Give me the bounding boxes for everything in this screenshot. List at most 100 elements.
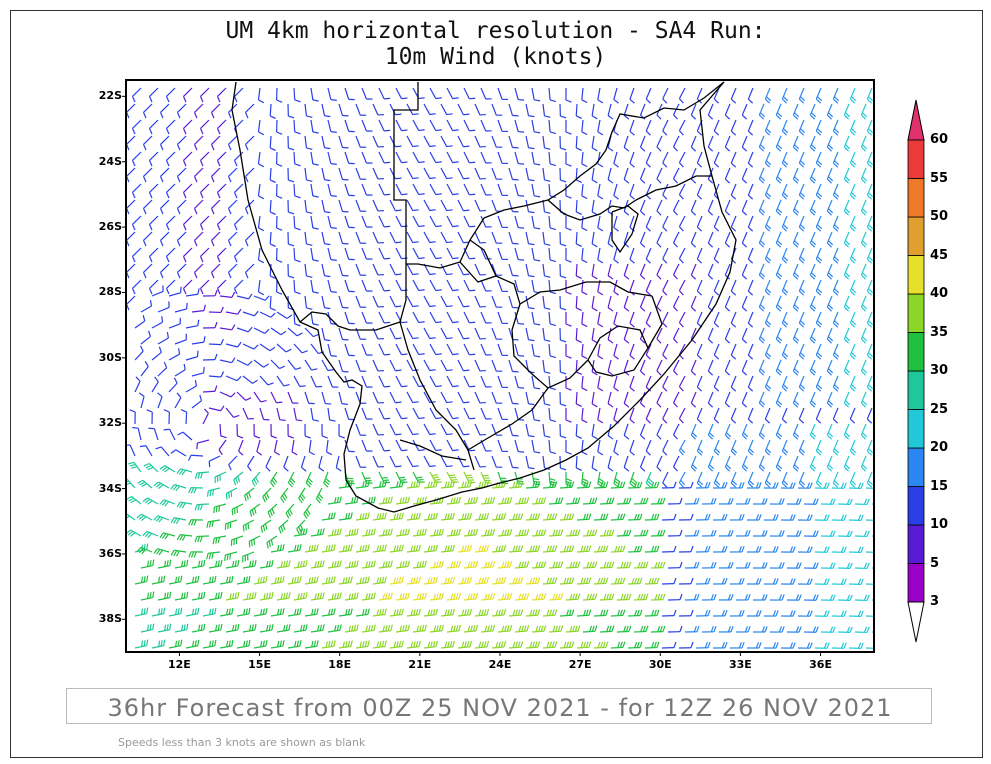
wind-barb [707, 391, 714, 408]
wind-barb [826, 199, 834, 216]
wind-barb [293, 375, 306, 388]
wind-barb [344, 560, 359, 569]
wind-barb [724, 455, 732, 472]
wind-barb [440, 295, 453, 308]
wind-barb [820, 562, 836, 569]
wind-barb [276, 119, 283, 135]
wind-barb [548, 375, 557, 391]
wind-barb [236, 326, 253, 333]
wind-barb [338, 576, 353, 585]
wind-barb [627, 577, 643, 585]
wind-barb [321, 608, 336, 617]
wind-barb [412, 311, 425, 324]
wind-barb [335, 455, 342, 472]
map-title: UM 4km horizontal resolution - SA4 Run: [225, 18, 766, 44]
wind-barb [361, 183, 373, 196]
wind-barb [712, 482, 728, 489]
wind-barb [814, 642, 830, 649]
wind-barb [508, 263, 519, 277]
wind-barb [457, 359, 470, 372]
wind-barb [257, 119, 265, 136]
wind-barb [378, 560, 393, 569]
wind-barb [729, 610, 745, 617]
wind-barb [837, 562, 853, 569]
wind-barb [233, 471, 244, 486]
lat-label: 34S [98, 481, 122, 495]
wind-barb [797, 514, 813, 521]
wind-barb [389, 480, 404, 489]
wind-barb [662, 215, 669, 232]
wind-barb [338, 295, 349, 309]
wind-barb [242, 591, 257, 601]
wind-barb [542, 327, 551, 342]
wind-barb [429, 407, 442, 420]
wind-barb [134, 376, 141, 393]
wind-barb [256, 439, 263, 456]
wind-barb [690, 295, 697, 312]
wind-barb [591, 263, 598, 280]
wind-barb [176, 534, 193, 541]
wind-barb [310, 183, 319, 198]
wind-barb [429, 311, 442, 324]
wind-barb [216, 215, 227, 231]
wind-barb [667, 561, 683, 569]
wind-barb [165, 87, 176, 103]
wind-barb [832, 311, 840, 328]
wind-barb [575, 231, 582, 248]
wind-barb [718, 594, 734, 601]
wind-barb [718, 530, 734, 537]
wind-barb [508, 167, 519, 181]
wind-barb [259, 343, 276, 352]
wind-barb [662, 311, 669, 328]
wind-barb [378, 624, 393, 633]
wind-barb [310, 87, 319, 102]
wind-barb [199, 279, 210, 295]
wind-barb [597, 87, 604, 104]
wind-barb [165, 151, 176, 167]
wind-barb [826, 295, 834, 312]
wind-barb [429, 528, 445, 537]
wind-barb [361, 311, 373, 324]
wind-barb [525, 263, 535, 278]
wind-barb [831, 546, 847, 553]
wind-barb [729, 578, 745, 585]
wind-barb [287, 423, 294, 439]
border-lesotho [587, 325, 649, 377]
border-sa-provinces-4 [467, 387, 549, 451]
lon-label: 12E [168, 658, 191, 671]
wind-barb [769, 498, 785, 505]
wind-barb [565, 529, 581, 537]
wind-barb [752, 562, 768, 569]
figure-frame [10, 10, 983, 758]
wind-barb [713, 215, 720, 232]
wind-barb [151, 376, 159, 393]
wind-barb [361, 471, 373, 484]
wind-barb [798, 119, 806, 136]
wind-barb [243, 487, 255, 502]
wind-barb [559, 481, 575, 489]
wind-barb [701, 561, 717, 569]
wind-barb [639, 263, 646, 280]
wind-barb [344, 119, 355, 133]
wind-barb [639, 455, 646, 472]
wind-barb [176, 468, 193, 476]
wind-barb [338, 391, 348, 405]
wind-barb [780, 482, 796, 489]
wind-barb [474, 391, 486, 404]
wind-barb [786, 530, 802, 537]
wind-barb [713, 471, 721, 488]
wind-barb [440, 327, 453, 340]
wind-barb [741, 103, 748, 120]
wind-barb [293, 343, 308, 354]
wind-barb [814, 578, 830, 585]
wind-barb [210, 199, 221, 215]
wind-barb [310, 592, 325, 601]
wind-barb [629, 311, 635, 328]
wind-barb [276, 407, 286, 422]
wind-barb [629, 247, 635, 264]
wind-barb [389, 455, 402, 468]
wind-barb [775, 167, 783, 184]
wind-barb [696, 215, 703, 232]
wind-barb [327, 183, 337, 197]
wind-barb [151, 346, 162, 361]
